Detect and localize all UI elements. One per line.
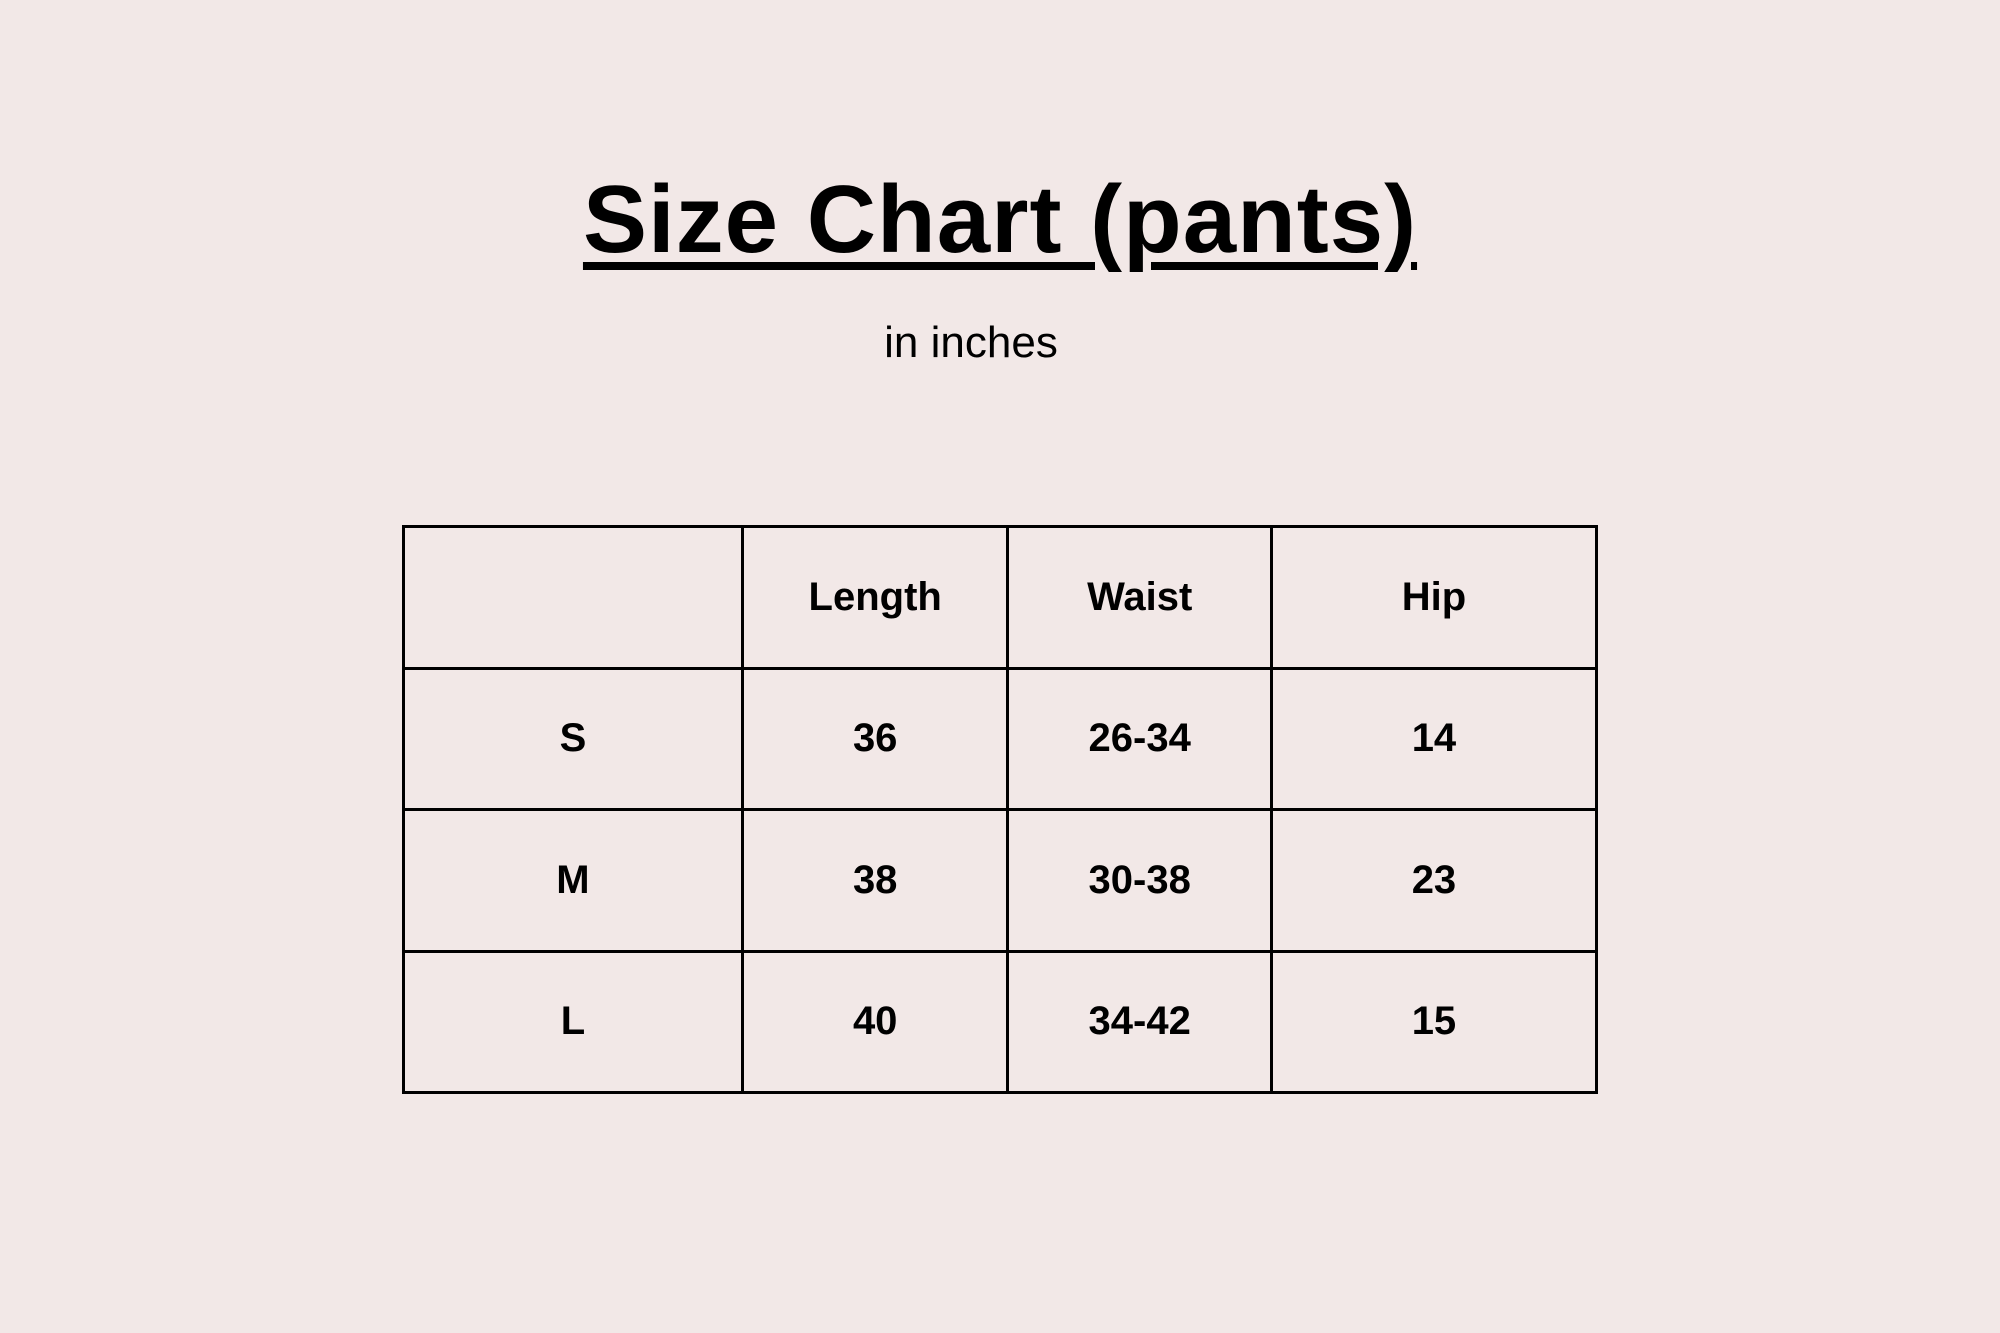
waist-cell: 26-34 bbox=[1006, 666, 1273, 811]
table-row: S 36 26-34 14 bbox=[402, 666, 1599, 811]
waist-cell: 34-42 bbox=[1006, 949, 1273, 1094]
header-cell-waist: Waist bbox=[1006, 525, 1273, 670]
size-cell: M bbox=[402, 808, 744, 953]
size-table: Length Waist Hip S 36 26-34 14 M 38 30-3… bbox=[402, 525, 1599, 1094]
hip-cell: 15 bbox=[1269, 949, 1599, 1094]
header-cell-hip: Hip bbox=[1269, 525, 1599, 670]
table-row: M 38 30-38 23 bbox=[402, 808, 1599, 953]
unit-subtitle: in inches bbox=[884, 318, 1058, 367]
length-cell: 38 bbox=[740, 808, 1010, 953]
length-cell: 40 bbox=[740, 949, 1010, 1094]
size-cell: S bbox=[402, 666, 744, 811]
length-cell: 36 bbox=[740, 666, 1010, 811]
header-row: Length Waist Hip bbox=[402, 525, 1599, 670]
hip-cell: 14 bbox=[1269, 666, 1599, 811]
hip-cell: 23 bbox=[1269, 808, 1599, 953]
size-cell: L bbox=[402, 949, 744, 1094]
header-cell-empty bbox=[402, 525, 744, 670]
header-cell-length: Length bbox=[740, 525, 1010, 670]
page-title: Size Chart (pants) bbox=[582, 166, 1418, 273]
table-row: L 40 34-42 15 bbox=[402, 949, 1599, 1094]
waist-cell: 30-38 bbox=[1006, 808, 1273, 953]
